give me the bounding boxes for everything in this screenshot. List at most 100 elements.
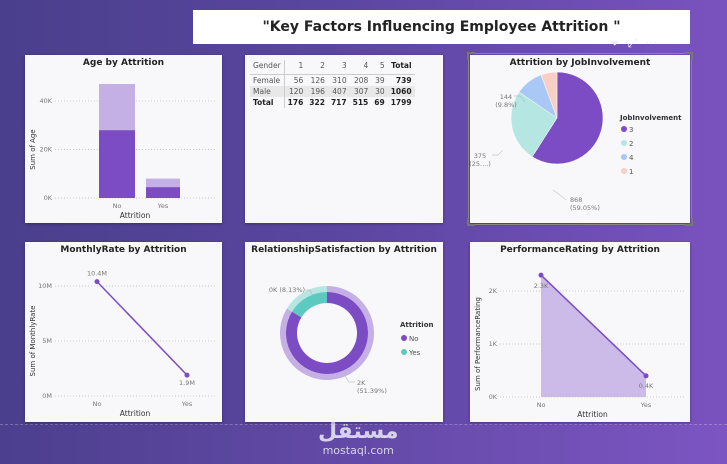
x-tick-label: No <box>537 401 546 409</box>
data-label: 868 <box>570 196 582 204</box>
table-cell: 56 <box>293 76 304 85</box>
y-tick-label: 40K <box>39 97 52 105</box>
y-axis-title: Sum of MonthlyRate <box>29 306 37 377</box>
leader-line <box>492 149 504 156</box>
y-axis-title: Sum of Age <box>29 129 37 169</box>
table-cell: Total <box>250 97 285 108</box>
table-cell: 1 <box>284 60 307 75</box>
table-cell: 30 <box>375 87 385 96</box>
table-cell: 3 <box>327 60 350 75</box>
table-cell: 120 <box>288 87 304 96</box>
data-label: 144 <box>500 93 512 101</box>
age-by-attrition-chart[interactable]: 0K 20K 40K No Yes Attrition Sum of Age Age by … <box>25 55 222 223</box>
data-label: 0K (8.13%) <box>269 286 305 294</box>
chart-title: PerformanceRating by Attrition <box>500 245 660 255</box>
data-point <box>643 373 649 379</box>
table-cell: 515 <box>352 98 369 107</box>
table-row: Male 120 196 407 307 30 1060 <box>250 86 415 97</box>
table-cell: 196 <box>310 87 325 96</box>
bar-segment-yes <box>146 178 180 188</box>
legend-marker <box>621 126 627 132</box>
legend-label: Yes <box>408 349 421 357</box>
legend-marker <box>401 335 407 341</box>
filter-icon[interactable]: ⏷ <box>610 36 620 50</box>
chart-title: MonthlyRate by Attrition <box>60 245 187 255</box>
data-label: (59.05%) <box>570 204 600 212</box>
attrition-by-jobinvolvement-chart[interactable]: 868 (59.05%) 375 (25....) 144 (9.8%) JobInvolv… <box>470 55 690 223</box>
table-cell: 717 <box>330 98 347 107</box>
pie-slice-3 <box>531 71 604 165</box>
y-tick-label: 10M <box>38 282 52 290</box>
leader-line <box>305 289 314 297</box>
x-tick-label: Yes <box>640 401 652 409</box>
table-cell: 5 <box>371 60 388 75</box>
data-label: (51.39%) <box>357 387 387 395</box>
x-axis-title: Attrition <box>120 409 151 418</box>
legend-title: Attrition <box>400 321 434 329</box>
table-row: Female 56 126 310 208 39 739 <box>250 74 415 86</box>
table-cell: Gender <box>250 60 285 75</box>
data-label: (9.8%) <box>495 101 517 109</box>
table-cell: 407 <box>332 87 347 96</box>
legend-label: No <box>409 335 419 343</box>
chart-title: RelationshipSatisfaction by Attrition <box>251 245 437 255</box>
data-label: 2K <box>357 379 366 387</box>
bar-segment-yes <box>146 187 180 198</box>
y-axis-title: Sum of PerformanceRating <box>474 297 482 391</box>
table-cell: Male <box>250 86 285 97</box>
data-label: 1.9M <box>179 379 195 387</box>
y-tick-label: 0K <box>44 194 53 202</box>
y-tick-label: 2K <box>489 287 498 295</box>
table-cell: 126 <box>310 76 325 85</box>
footer-strip <box>0 424 727 464</box>
table-cell: 307 <box>353 87 369 96</box>
leader-line <box>514 95 526 103</box>
table-cell: 739 <box>395 76 412 85</box>
data-point <box>538 272 544 278</box>
x-tick-label: Yes <box>181 400 193 408</box>
donut-slice-yes <box>292 292 327 318</box>
bar-segment-no <box>99 130 135 198</box>
table-cell: 310 <box>332 76 347 85</box>
visual-header-toolbar: ⏷ ⤢ ··· <box>610 36 657 51</box>
legend-label: 1 <box>629 168 633 176</box>
gender-matrix-table[interactable]: Gender 1 2 3 4 5 Total Female 56 126 310 208 39 739 Ma… <box>245 55 443 223</box>
table-row: Total 176 322 717 515 69 1799 <box>250 97 415 108</box>
table-cell: 1799 <box>390 98 412 107</box>
legend-title: JobInvolvement <box>619 114 682 122</box>
table-cell: 208 <box>353 76 369 85</box>
table-cell: Total <box>387 60 415 75</box>
more-options-icon[interactable]: ··· <box>645 36 657 50</box>
leader-line <box>552 189 567 201</box>
table-cell: 176 <box>287 98 304 107</box>
y-tick-label: 0M <box>42 392 52 400</box>
data-label: 10.4M <box>87 270 107 278</box>
matrix-table: Gender 1 2 3 4 5 Total Female 56 126 310 208 39 739 Ma… <box>250 60 415 108</box>
legend-marker <box>401 349 407 355</box>
data-label: (25....) <box>470 160 491 168</box>
pie-slice-1 <box>540 71 558 119</box>
legend-marker <box>621 140 627 146</box>
table-header-row: Gender 1 2 3 4 5 Total <box>250 60 415 75</box>
data-label: 375 <box>474 152 486 160</box>
data-label: 0.4K <box>639 382 654 390</box>
watermark: مستقل mostaql.com <box>318 419 399 458</box>
bar-segment-no <box>99 84 135 131</box>
table-cell: 322 <box>309 98 325 107</box>
legend-label: 2 <box>629 140 633 148</box>
y-tick-label: 5M <box>42 337 52 345</box>
legend-label: 4 <box>629 154 634 162</box>
data-point <box>94 279 100 285</box>
monthlyrate-by-attrition-chart[interactable]: 0M 5M 10M No Yes Attrition Sum of MonthlyRate 1… <box>25 242 222 422</box>
y-tick-label: 20K <box>39 146 52 154</box>
table-cell: 2 <box>306 60 328 75</box>
relationshipsatisfaction-by-attrition-chart[interactable]: 0K (8.13%) 2K (51.39%) Attrition No Yes Relat… <box>245 242 443 422</box>
legend-marker <box>621 154 627 160</box>
table-cell: 4 <box>349 60 372 75</box>
legend-marker <box>621 168 627 174</box>
focus-mode-icon[interactable]: ⤢ <box>627 36 638 50</box>
table-cell: 69 <box>374 98 385 107</box>
x-tick-label: Yes <box>157 202 169 210</box>
table-cell: 39 <box>375 76 385 85</box>
performancerating-by-attrition-chart[interactable]: 0K 1K 2K No Yes Attrition Sum of PerformanceRa… <box>470 242 690 422</box>
